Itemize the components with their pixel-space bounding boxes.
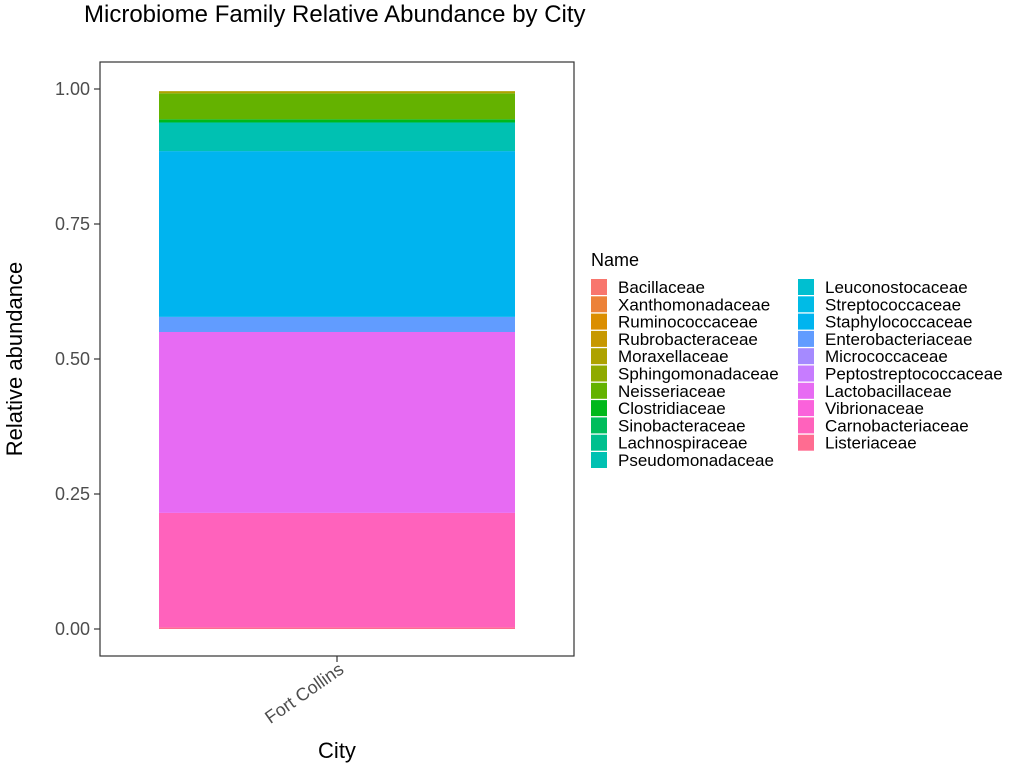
legend-label: Enterobacteriaceae — [825, 330, 972, 349]
legend-label: Carnobacteriaceae — [825, 416, 969, 435]
legend-key — [798, 348, 814, 365]
legend-key — [798, 365, 814, 382]
legend-label: Sphingomonadaceae — [618, 365, 779, 384]
legend-key — [798, 279, 814, 295]
legend-key — [798, 313, 814, 330]
bar-segment-listeriaceae — [159, 627, 515, 629]
legend-key — [591, 279, 607, 295]
y-tick-label: 0.25 — [55, 484, 90, 504]
y-axis-title: Relative abundance — [2, 262, 27, 456]
y-tick-label: 0.50 — [55, 349, 90, 369]
legend: Name BacillaceaeXanthomonadaceaeRuminoco… — [591, 250, 1003, 470]
legend-key — [798, 330, 814, 347]
legend-title: Name — [591, 250, 639, 270]
bar-segment-neisseriaceae — [159, 93, 515, 120]
legend-label: Rubrobacteraceae — [618, 330, 758, 349]
legend-label: Pseudomonadaceae — [618, 451, 774, 470]
legend-key — [591, 313, 607, 330]
legend-label: Streptococcaceae — [825, 295, 961, 314]
legend-label: Listeriaceae — [825, 434, 917, 453]
legend-key — [591, 400, 607, 417]
legend-key — [591, 365, 607, 382]
legend-label: Ruminococcaceae — [618, 313, 758, 332]
legend-key — [798, 434, 814, 451]
legend-label: Xanthomonadaceae — [618, 295, 770, 314]
legend-label: Sinobacteraceae — [618, 416, 746, 435]
legend-label: Moraxellaceae — [618, 347, 729, 366]
legend-label: Bacillaceae — [618, 278, 705, 297]
y-tick-label: 1.00 — [55, 79, 90, 99]
plot-area — [159, 91, 515, 629]
bar-segment-moraxellaceae — [159, 91, 515, 94]
legend-label: Lachnospiraceae — [618, 434, 747, 453]
x-tick-label: Fort Collins — [261, 659, 347, 728]
y-tick-label: 0.00 — [55, 619, 90, 639]
bar-segment-enterobacteriaceae — [159, 316, 515, 332]
legend-key — [798, 400, 814, 417]
bar-segment-clostridiaceae — [159, 119, 515, 123]
legend-key — [798, 382, 814, 399]
legend-label: Neisseriaceae — [618, 382, 726, 401]
legend-key — [591, 417, 607, 434]
bar-segment-pseudomonadaceae — [159, 122, 515, 152]
bar-segment-lactobacillaceae — [159, 332, 515, 513]
legend-label: Lactobacillaceae — [825, 382, 952, 401]
legend-key — [591, 452, 607, 468]
legend-key — [591, 382, 607, 399]
y-tick-label: 0.75 — [55, 214, 90, 234]
legend-label: Clostridiaceae — [618, 399, 726, 418]
legend-key — [798, 417, 814, 434]
legend-label: Micrococcaceae — [825, 347, 948, 366]
bar-segment-staphylococcaceae — [159, 151, 515, 317]
legend-label: Staphylococcaceae — [825, 313, 972, 332]
legend-key — [798, 296, 814, 313]
x-axis-title: City — [318, 738, 356, 763]
x-axis: Fort Collins — [261, 656, 347, 727]
legend-key — [591, 348, 607, 365]
bar-segment-carnobacteriaceae — [159, 512, 515, 628]
legend-label: Peptostreptococcaceae — [825, 365, 1003, 384]
legend-label: Vibrionaceae — [825, 399, 924, 418]
chart-title: Microbiome Family Relative Abundance by … — [84, 1, 586, 28]
legend-key — [591, 330, 607, 347]
legend-key — [591, 434, 607, 451]
legend-key — [591, 296, 607, 313]
legend-label: Leuconostocaceae — [825, 278, 968, 297]
y-axis: 0.00 0.25 0.50 0.75 1.00 — [55, 79, 100, 639]
